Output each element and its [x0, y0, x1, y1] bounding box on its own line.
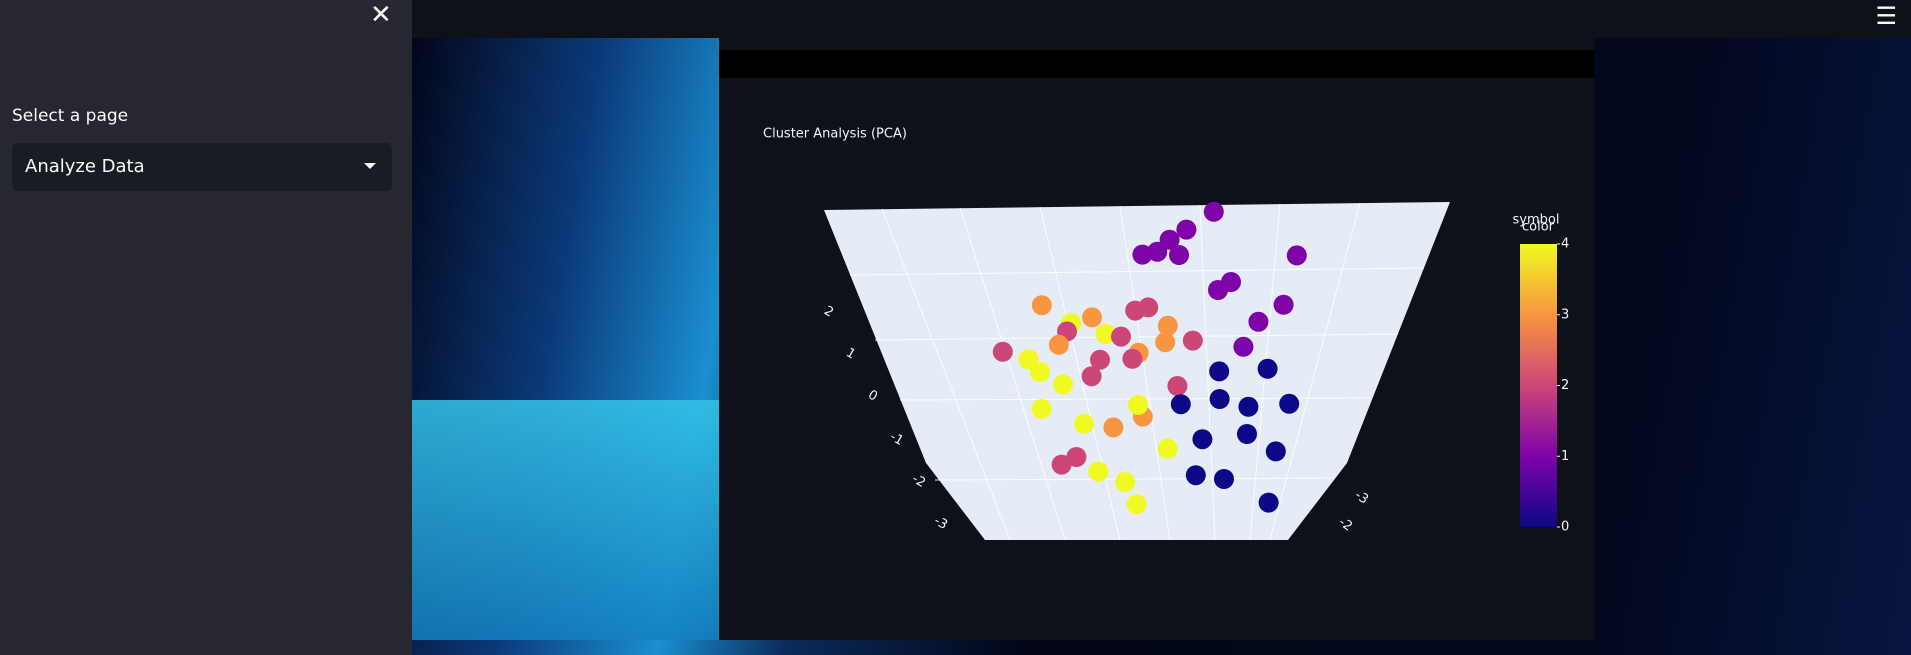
point	[1074, 413, 1094, 434]
colorbar	[1520, 244, 1557, 527]
point	[1273, 294, 1294, 315]
point	[1115, 472, 1136, 492]
z-tick-label: -1	[887, 430, 906, 449]
point	[1081, 366, 1102, 387]
point	[992, 341, 1013, 362]
background-glow	[412, 400, 732, 640]
point	[1182, 330, 1203, 351]
point	[1031, 295, 1052, 316]
point	[1214, 469, 1234, 489]
point	[1031, 399, 1052, 419]
z-tick-label: 1	[843, 346, 858, 363]
top-strip	[719, 38, 1594, 50]
point	[1170, 394, 1191, 415]
colorbar-tick-label: 2	[1561, 378, 1569, 393]
point	[1126, 494, 1147, 515]
point	[1169, 245, 1189, 265]
point	[1209, 389, 1230, 409]
scene-floor	[824, 202, 1450, 540]
select-label: Select a page	[12, 106, 129, 126]
select-value: Analyze Data	[25, 156, 145, 177]
colorbar-tick-label: 1	[1561, 449, 1569, 464]
close-button[interactable]: ✕	[370, 0, 392, 30]
point	[1176, 219, 1197, 240]
gap	[719, 50, 1594, 78]
point	[1279, 393, 1300, 414]
caret	[364, 163, 376, 169]
point	[1258, 492, 1279, 513]
sidebar: ✕ Select a page Analyze Data	[0, 0, 412, 655]
point	[1237, 424, 1257, 444]
point	[1185, 465, 1206, 486]
y-tick-label: -3	[1352, 488, 1371, 508]
point	[1209, 361, 1230, 382]
z-tick-label: -2	[909, 472, 928, 491]
y-tick-label: -2	[1336, 515, 1355, 535]
point	[1221, 272, 1241, 292]
z-tick-label: 0	[865, 388, 880, 405]
header: ☰	[412, 0, 1911, 38]
z-tick-label: -3	[931, 514, 950, 533]
legend-title: symbol	[1513, 213, 1560, 228]
point	[1138, 297, 1159, 318]
menu-button[interactable]: ☰	[1875, 2, 1897, 30]
point	[1157, 438, 1178, 459]
colorbar-tick-label: 4	[1561, 237, 1569, 252]
point	[1051, 454, 1072, 475]
point	[1048, 334, 1069, 355]
point	[1233, 336, 1254, 357]
colorbar-tick-label: 3	[1561, 307, 1569, 322]
point	[1103, 417, 1124, 438]
point	[1157, 315, 1178, 336]
point	[1238, 396, 1259, 417]
point	[1090, 349, 1110, 370]
point	[1203, 201, 1224, 222]
z-tick-label: 2	[821, 304, 836, 321]
point	[1095, 324, 1116, 344]
point	[1128, 395, 1148, 415]
point	[1167, 376, 1188, 396]
point	[1082, 307, 1102, 328]
point	[1147, 241, 1168, 262]
point	[1257, 358, 1278, 379]
point	[1122, 348, 1143, 369]
point	[1155, 332, 1176, 353]
point	[1132, 244, 1153, 265]
point	[1088, 461, 1109, 482]
chart-title: Cluster Analysis (PCA)	[763, 127, 907, 142]
point	[1248, 311, 1269, 332]
point	[1159, 229, 1180, 250]
page-select[interactable]: Analyze Data	[12, 143, 392, 191]
colorbar-tick-label: 0	[1561, 520, 1569, 535]
point	[1286, 245, 1307, 266]
point	[1111, 326, 1131, 347]
point	[1066, 447, 1087, 467]
colorbar-title: color	[1522, 220, 1555, 235]
point	[1053, 374, 1073, 395]
point	[1030, 362, 1050, 382]
point	[1265, 441, 1286, 462]
point	[1192, 429, 1213, 450]
